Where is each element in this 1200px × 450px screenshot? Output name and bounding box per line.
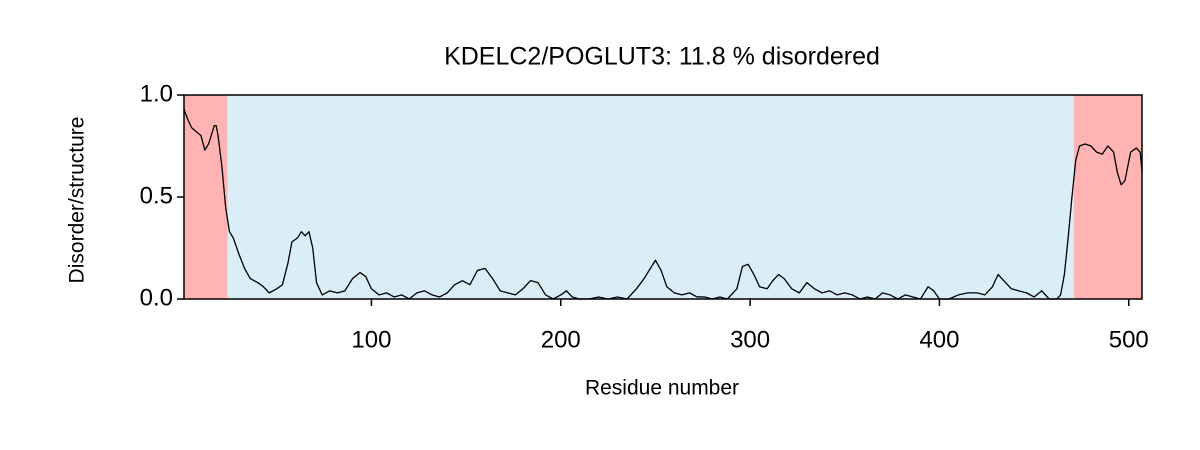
x-axis-label: Residue number <box>585 377 739 400</box>
chart-title: KDELC2/POGLUT3: 11.8 % disordered <box>444 43 880 71</box>
region <box>1073 95 1142 299</box>
y-tick-label: 0.5 <box>140 182 173 209</box>
line <box>183 109 1143 300</box>
y-tick-label: 1.0 <box>140 80 173 107</box>
x-tick-label: 200 <box>541 326 581 353</box>
x-tick-label: 400 <box>919 326 959 353</box>
y-axis-label: Disorder/structure <box>66 117 89 284</box>
x-tick-label: 100 <box>351 326 391 353</box>
y-tick-label: 0.0 <box>140 284 173 311</box>
region <box>227 95 1074 299</box>
region <box>184 95 228 299</box>
x-tick-label: 500 <box>1109 326 1149 353</box>
x-tick-label: 300 <box>730 326 770 353</box>
